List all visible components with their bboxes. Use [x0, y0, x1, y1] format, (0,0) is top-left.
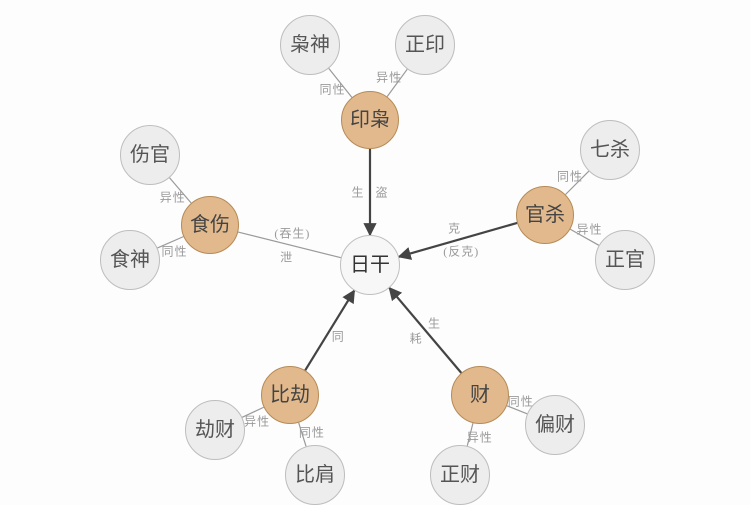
outer-zhengcai-label: 正财: [440, 465, 480, 486]
edge-cai-center-label-0: 生: [428, 314, 441, 331]
outer-zhengyin: 正印: [395, 15, 455, 75]
outer-xiaoshen-label: 枭神: [290, 35, 330, 56]
primary-yinxiao: 印枭: [341, 91, 399, 149]
primary-cai-label: 财: [470, 385, 490, 406]
primary-bijie-label: 比劫: [270, 385, 310, 406]
primary-bijie: 比劫: [261, 366, 319, 424]
primary-shishang: 食伤: [181, 196, 239, 254]
outer-zhengguan-label: 正官: [605, 250, 645, 271]
outer-zhengguan: 正官: [595, 230, 655, 290]
outer-zhengyin-label: 正印: [405, 35, 445, 56]
diagram-root: 生盗泄(吞生)克(反克)同生耗同性异性异性同性同性异性异性同性同性异性日干印枭食…: [0, 0, 750, 500]
edge-bijie-center: [305, 291, 354, 371]
center-rigan: 日干: [340, 235, 400, 295]
edge-yinxiao-center-label-0: 生: [351, 184, 364, 201]
outer-shishen: 食神: [100, 230, 160, 290]
outer-jiecai: 劫财: [185, 400, 245, 460]
edge-yinxiao-center-label-1: 盗: [375, 184, 388, 201]
primary-yinxiao-label: 印枭: [350, 110, 390, 131]
edge-bijie-center-label-0: 同: [332, 327, 345, 344]
primary-guansha: 官杀: [516, 186, 574, 244]
outer-xiaoshen: 枭神: [280, 15, 340, 75]
outer-bijian: 比肩: [285, 445, 345, 505]
edge-qisha-guansha-label-0: 同性: [557, 167, 583, 184]
outer-zhengcai: 正财: [430, 445, 490, 505]
outer-piancai: 偏财: [525, 395, 585, 455]
edge-shishang-center-label-0: 泄: [280, 248, 293, 265]
outer-shangguan: 伤官: [120, 125, 180, 185]
edge-cai-center-label-1: 耗: [410, 330, 423, 347]
outer-qisha-label: 七杀: [590, 140, 630, 161]
outer-bijian-label: 比肩: [295, 465, 335, 486]
outer-shangguan-label: 伤官: [130, 145, 170, 166]
primary-shishang-label: 食伤: [190, 215, 230, 236]
edge-shangguan-shishang-label-0: 异性: [160, 188, 186, 205]
edge-bijian-bijie-label-0: 同性: [299, 423, 325, 440]
primary-cai: 财: [451, 366, 509, 424]
center-rigan-label: 日干: [350, 255, 390, 276]
edge-zhengyin-yinxiao-label-0: 异性: [376, 68, 402, 85]
edge-shishen-shishang-label-0: 同性: [161, 243, 187, 260]
outer-jiecai-label: 劫财: [195, 420, 235, 441]
edge-zhengcai-cai-label-0: 异性: [467, 428, 493, 445]
outer-piancai-label: 偏财: [535, 415, 575, 436]
primary-guansha-label: 官杀: [525, 205, 565, 226]
edge-guansha-center-label-1: (反克): [443, 243, 479, 260]
outer-qisha: 七杀: [580, 120, 640, 180]
edge-shishang-center-label-1: (吞生): [274, 225, 310, 242]
outer-shishen-label: 食神: [110, 250, 150, 271]
edge-xiaoshen-yinxiao-label-0: 同性: [319, 81, 345, 98]
edge-guansha-center-label-0: 克: [448, 220, 461, 237]
edge-zhengguan-guansha-label-0: 异性: [576, 220, 602, 237]
edge-cai-center: [389, 288, 461, 373]
edge-jiecai-bijie-label-0: 异性: [244, 413, 270, 430]
